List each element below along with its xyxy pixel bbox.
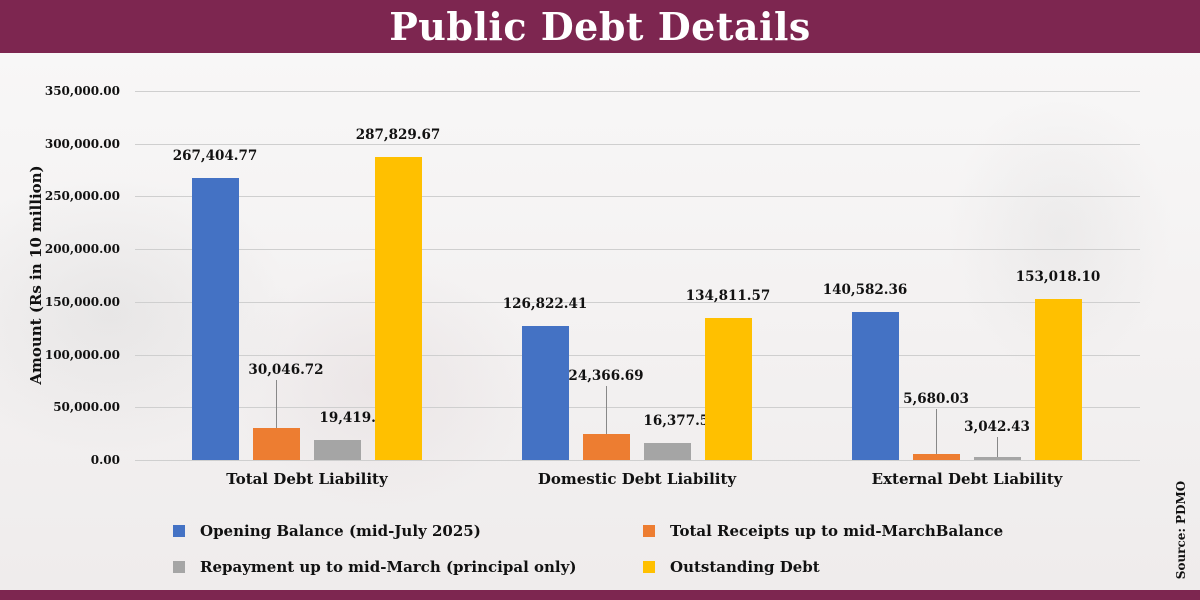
label-leader-line — [606, 386, 607, 435]
legend-label: Outstanding Debt — [670, 558, 820, 576]
x-category-label: Domestic Debt Liability — [537, 470, 737, 488]
legend-swatch — [643, 525, 655, 537]
y-tick-label: 300,000.00 — [44, 136, 120, 151]
gridline — [135, 355, 1140, 356]
bar-total-receipts — [252, 428, 300, 460]
y-tick-label: 350,000.00 — [44, 84, 120, 98]
source-credit: Source: PDMO — [1174, 480, 1188, 580]
label-leader-line — [997, 436, 998, 457]
gridline — [135, 460, 1140, 461]
y-tick-label: 0.00 — [90, 453, 120, 467]
legend-swatch — [643, 561, 655, 573]
legend-label: Opening Balance (mid-July 2025) — [200, 522, 481, 540]
legend-item: Opening Balance (mid-July 2025) — [173, 522, 481, 540]
y-tick-label: 250,000.00 — [44, 189, 120, 204]
label-leader-line — [936, 409, 937, 454]
bar-repayment — [643, 442, 691, 460]
data-label: 24,366.69 — [568, 368, 644, 385]
bar-total-receipts — [912, 454, 960, 460]
bar-total-receipts — [582, 434, 630, 460]
gridline — [135, 144, 1140, 145]
gridline — [135, 302, 1140, 303]
legend-item: Total Receipts up to mid-MarchBalance — [643, 522, 1003, 540]
bar-opening-balance — [851, 311, 899, 460]
bar-repayment — [973, 456, 1021, 460]
legend-swatch — [173, 561, 185, 573]
bar-repayment — [313, 439, 361, 460]
data-label: 267,404.77 — [172, 148, 258, 165]
y-tick-label: 50,000.00 — [53, 400, 120, 415]
data-label: 153,018.10 — [1015, 268, 1101, 285]
data-label: 5,680.03 — [903, 391, 969, 407]
bottom-bar — [0, 590, 1200, 600]
legend-label: Total Receipts up to mid-MarchBalance — [670, 522, 1004, 540]
data-label: 134,811.57 — [685, 287, 771, 304]
data-label: 3,042.43 — [964, 418, 1030, 435]
gridline — [135, 407, 1140, 408]
data-label: 140,582.36 — [822, 281, 908, 298]
x-category-label: Total Debt Liability — [226, 470, 388, 488]
bar-outstanding-debt — [1034, 298, 1082, 460]
y-tick-label: 200,000.00 — [44, 242, 120, 257]
gridline — [135, 196, 1140, 197]
x-category-label: External Debt Liability — [871, 470, 1063, 488]
data-label: 30,046.72 — [248, 362, 324, 379]
y-tick-label: 100,000.00 — [44, 347, 120, 362]
bar-outstanding-debt — [374, 156, 422, 460]
label-leader-line — [276, 380, 277, 429]
title-bar: Public Debt Details — [0, 0, 1200, 53]
legend-item: Repayment up to mid-March (principal onl… — [173, 558, 576, 576]
bar-opening-balance — [191, 178, 239, 460]
data-label: 126,822.41 — [502, 296, 588, 313]
legend-item: Outstanding Debt — [643, 558, 820, 576]
legend-label: Repayment up to mid-March (principal onl… — [200, 558, 577, 576]
gridline — [135, 249, 1140, 250]
data-label: 16,377.53 — [643, 412, 719, 429]
legend-swatch — [173, 525, 185, 537]
data-label: 287,829.67 — [355, 126, 441, 143]
bar-opening-balance — [521, 326, 569, 460]
bar-outstanding-debt — [704, 317, 752, 460]
y-tick-label: 150,000.00 — [44, 294, 120, 309]
gridline — [135, 91, 1140, 92]
page-title: Public Debt Details — [389, 4, 811, 49]
